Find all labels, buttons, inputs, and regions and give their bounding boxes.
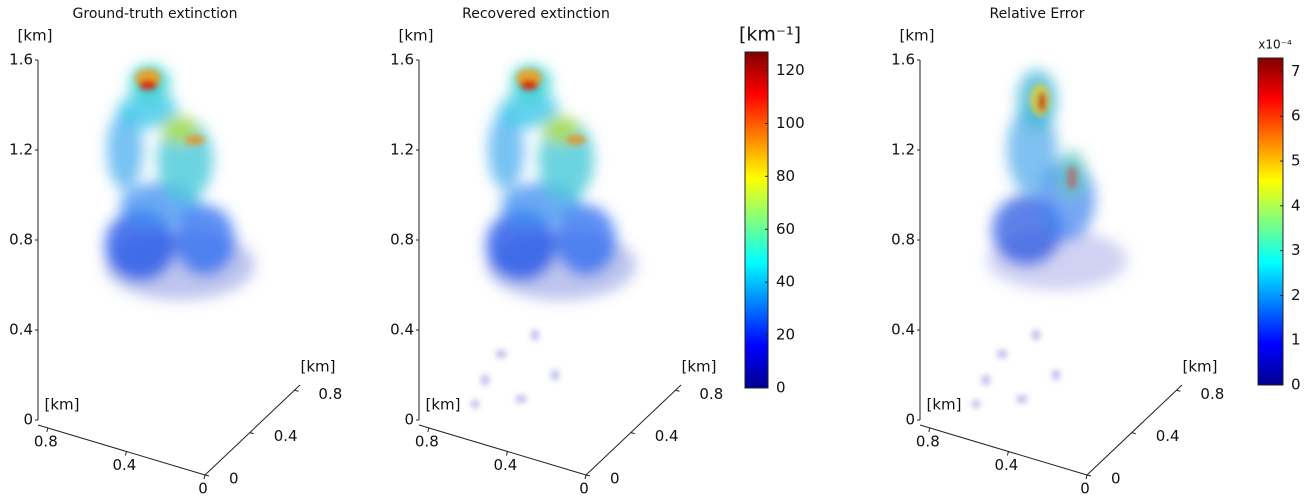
panel-title: Relative Error <box>989 6 1084 22</box>
y-tick <box>1086 474 1092 477</box>
y-axis <box>204 384 301 476</box>
colorbar-tick-label: 1 <box>1291 331 1301 349</box>
z-axis-label: [km] <box>17 27 52 45</box>
y-axis-label: [km] <box>300 358 335 376</box>
y-tick <box>630 432 635 435</box>
z-tick-label: 1.6 <box>9 51 33 69</box>
z-axis-label: [km] <box>899 27 934 45</box>
z-tick-label: 1.6 <box>891 51 915 69</box>
colorbar-tick-label: 0 <box>1291 376 1301 394</box>
x-tick-label: 0.8 <box>34 432 58 450</box>
colorbar-tick-label: 2 <box>1291 286 1301 304</box>
x-tick-label: 0.8 <box>916 432 940 450</box>
colorbar-tick-label: 5 <box>1291 152 1301 170</box>
x-tick-label: 0.8 <box>415 432 439 450</box>
colorbar-tick-label: 60 <box>776 220 795 238</box>
colorbar-tick-label: 40 <box>776 273 795 291</box>
colorbar-label: [km⁻¹] <box>739 24 801 46</box>
x-tick <box>1085 474 1088 480</box>
x-tick <box>124 451 127 456</box>
colorbar <box>1257 57 1284 386</box>
x-tick <box>505 451 508 456</box>
colorbar-tick-label: 7 <box>1291 62 1301 80</box>
z-tick-label: 0 <box>905 411 915 429</box>
y-tick-label: 0 <box>229 470 239 488</box>
colorbar-tick-label: 0 <box>776 379 786 397</box>
y-axis-label: [km] <box>681 358 716 376</box>
volume-render <box>471 330 559 408</box>
volume-render <box>972 330 1060 408</box>
x-tick-label: 0 <box>198 480 208 496</box>
y-axis <box>1086 384 1183 476</box>
y-tick-label: 0.8 <box>318 385 342 403</box>
x-tick-label: 0.4 <box>994 456 1018 474</box>
x-tick-label: 0.4 <box>112 456 136 474</box>
y-tick <box>294 389 299 392</box>
x-axis <box>919 424 1088 476</box>
y-tick <box>1176 389 1181 392</box>
z-axis-label: [km] <box>398 27 433 45</box>
z-tick-label: 1.2 <box>390 141 414 159</box>
y-axis <box>585 384 682 476</box>
x-axis-label: [km] <box>926 396 961 414</box>
z-tick-label: 0.4 <box>9 321 33 339</box>
x-tick <box>1006 451 1009 456</box>
z-tick-label: 1.2 <box>891 141 915 159</box>
y-axis-label: [km] <box>1182 358 1217 376</box>
y-tick-label: 0 <box>1111 470 1121 488</box>
y-tick-label: 0.4 <box>1156 427 1180 445</box>
z-tick-label: 0.8 <box>9 231 33 249</box>
z-tick-label: 0.8 <box>390 231 414 249</box>
x-tick <box>928 427 931 433</box>
y-tick-label: 0.4 <box>274 427 298 445</box>
x-tick <box>203 474 206 480</box>
x-tick <box>427 427 430 433</box>
colorbar-tick-label: 20 <box>776 326 795 344</box>
z-tick-label: 1.6 <box>390 51 414 69</box>
y-tick-label: 0.8 <box>699 385 723 403</box>
z-tick-label: 0 <box>404 411 414 429</box>
x-axis <box>418 424 587 476</box>
colorbar <box>744 51 769 389</box>
x-tick-label: 0.4 <box>493 456 517 474</box>
z-tick-label: 0.4 <box>390 321 414 339</box>
x-axis <box>37 424 206 476</box>
volume-render <box>987 70 1127 290</box>
colorbar-tick-label: 80 <box>776 167 795 185</box>
x-tick <box>584 474 587 480</box>
x-tick-label: 0 <box>1080 480 1090 496</box>
panel-title: Recovered extinction <box>462 6 610 22</box>
volume-render <box>105 65 255 300</box>
y-tick <box>249 432 254 435</box>
x-tick <box>46 427 49 433</box>
colorbar-tick-label: 6 <box>1291 107 1301 125</box>
colorbar-tick-label: 4 <box>1291 196 1301 214</box>
y-tick <box>585 474 591 477</box>
y-tick <box>204 474 210 477</box>
volume-render <box>486 65 636 300</box>
y-tick <box>675 389 680 392</box>
colorbar-tick-label: 120 <box>776 61 805 79</box>
y-tick-label: 0.4 <box>655 427 679 445</box>
colorbar-tick-label: 3 <box>1291 241 1301 259</box>
y-tick-label: 0 <box>610 470 620 488</box>
z-tick-label: 1.2 <box>9 141 33 159</box>
x-tick-label: 0 <box>579 480 589 496</box>
colorbar-tick-label: 100 <box>776 114 805 132</box>
panel-title: Ground-truth extinction <box>73 6 238 22</box>
x-axis-label: [km] <box>425 396 460 414</box>
z-tick-label: 0.8 <box>891 231 915 249</box>
z-tick-label: 0.4 <box>891 321 915 339</box>
z-tick-label: 0 <box>23 411 33 429</box>
x-axis-label: [km] <box>44 396 79 414</box>
colorbar-label: x10⁻⁴ <box>1258 38 1292 52</box>
y-tick-label: 0.8 <box>1200 385 1224 403</box>
y-tick <box>1131 432 1136 435</box>
